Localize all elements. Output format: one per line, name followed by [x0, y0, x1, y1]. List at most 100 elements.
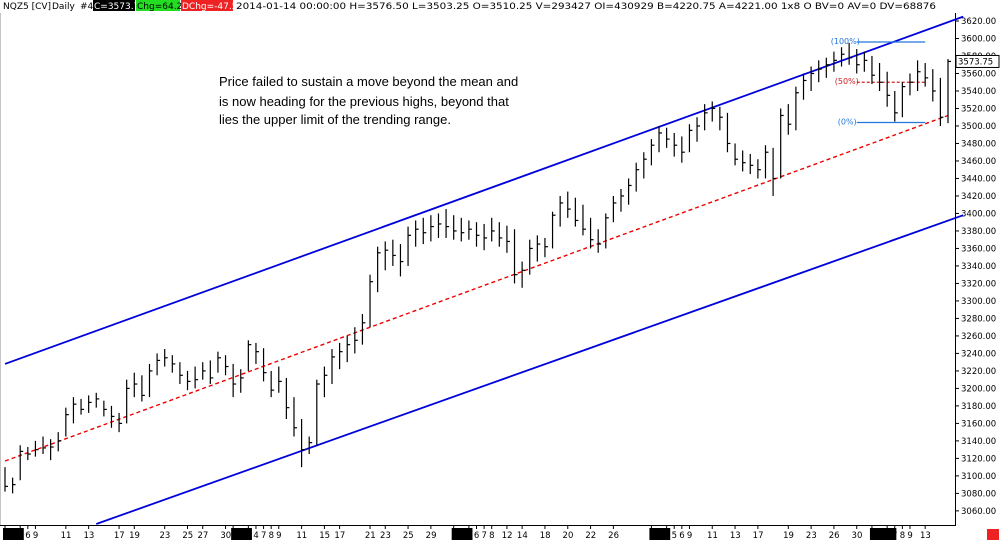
day-label: 5	[466, 531, 471, 541]
ohlc-bar	[894, 90, 898, 122]
ohlc-bar	[719, 106, 723, 131]
day-label: 25	[182, 531, 193, 541]
price-tick-label: 3360.00	[961, 244, 996, 254]
day-label: 19	[783, 531, 794, 541]
ohlc-bar	[901, 82, 906, 118]
price-tick-label: 3420.00	[961, 192, 996, 202]
month-label-bg	[869, 528, 897, 540]
price-tick-label: 3260.00	[961, 332, 996, 342]
ohlc-bar	[384, 241, 389, 271]
day-label: 4	[664, 531, 669, 541]
ohlc-bar	[704, 104, 708, 131]
ohlc-bar	[605, 213, 609, 249]
day-label: 18	[540, 531, 551, 541]
annotation-line-2: is now heading for the previous highs, b…	[219, 94, 509, 109]
month-label: Nov	[454, 531, 471, 541]
price-tick-label: 3340.00	[961, 262, 996, 272]
price-tick-label: 3100.00	[961, 472, 996, 482]
day-label: 8	[269, 531, 274, 541]
ohlc-bar	[627, 178, 632, 205]
day-label: 8	[900, 531, 905, 541]
ohlc-bar	[354, 327, 358, 354]
ohlc-bar	[475, 222, 480, 247]
ohlc-bar	[270, 370, 275, 398]
ohlc-bar	[126, 379, 130, 424]
ohlc-bar	[802, 73, 807, 100]
month-label: Sep	[5, 531, 21, 541]
ohlc-bar	[308, 436, 313, 455]
day-label: 19	[129, 531, 140, 541]
day-label: 7	[892, 531, 897, 541]
price-tick-label: 3280.00	[961, 314, 996, 324]
ohlc-bar	[863, 51, 868, 72]
day-label: 9	[33, 531, 38, 541]
price-tick-label: 3540.00	[961, 87, 996, 97]
ohlc-bar	[856, 48, 860, 74]
day-label: 30	[220, 531, 231, 541]
ohlc-bar	[620, 188, 624, 212]
header-dchange: DChg=-47.50	[182, 2, 243, 12]
day-label: 9	[276, 531, 281, 541]
header-change-box	[136, 0, 180, 11]
ohlc-bar	[12, 477, 16, 494]
ohlc-bar	[300, 419, 305, 468]
mean-line	[4, 114, 949, 462]
ohlc-bar	[316, 379, 320, 446]
ohlc-bar	[673, 132, 678, 157]
trend-channel	[4, 15, 964, 525]
ohlc-bar	[369, 274, 374, 328]
ohlc-bar	[878, 62, 883, 91]
ohlc-bar	[536, 235, 541, 262]
ohlc-bar	[840, 47, 845, 67]
last-price-tag: 3573.75	[955, 54, 1000, 68]
ohlc-bar	[346, 335, 351, 363]
ohlc-bar	[544, 237, 548, 258]
ohlc-bar	[711, 101, 716, 122]
day-label: 13	[730, 531, 741, 541]
ohlc-bar	[80, 398, 85, 415]
day-label: 9	[907, 531, 912, 541]
ohlc-bar	[323, 366, 328, 398]
ohlc-bar	[453, 215, 457, 240]
ohlc-bar	[795, 86, 799, 131]
ohlc-bar	[407, 226, 412, 266]
ohlc-bar	[780, 108, 784, 179]
ohlc-bars	[4, 42, 951, 494]
ohlc-bar	[734, 143, 739, 166]
ohlc-bar	[696, 117, 701, 142]
ohlc-bar	[818, 60, 822, 83]
price-tick-label: 3620.00	[961, 17, 996, 27]
ohlc-bar	[72, 397, 77, 424]
price-tick-label: 3300.00	[961, 297, 996, 307]
ohlc-bar	[559, 195, 564, 227]
ohlc-bar	[582, 204, 586, 236]
header-close: C=3573.75	[94, 2, 145, 12]
ohlc-bar	[772, 147, 777, 196]
day-label: 6	[474, 531, 479, 541]
day-label: 7	[482, 531, 487, 541]
month-label-bg	[649, 528, 671, 540]
corner-indicator	[987, 529, 999, 540]
day-label: 11	[296, 531, 307, 541]
ohlc-bar	[194, 366, 199, 389]
ohlc-bar	[392, 239, 396, 266]
day-label: 11	[707, 531, 718, 541]
ohlc-bar	[240, 369, 244, 393]
day-label: 22	[585, 531, 596, 541]
ohlc-bar	[19, 445, 24, 481]
price-tick-label: 3240.00	[961, 349, 996, 359]
fibonacci-levels: (100%) (50%) (0%)	[831, 37, 926, 126]
price-tick-label: 3160.00	[961, 419, 996, 429]
ohlc-bar	[460, 217, 465, 242]
day-label: 9	[687, 531, 692, 541]
ohlc-bar	[422, 217, 427, 245]
day-label: 23	[380, 531, 391, 541]
price-tick-label: 3320.00	[961, 279, 996, 289]
ohlc-bar	[34, 440, 39, 457]
ohlc-bar	[179, 362, 183, 385]
header-interval: Daily	[52, 2, 75, 12]
month-label: 2014	[872, 531, 894, 541]
header-series-id: #4	[80, 2, 94, 12]
ohlc-bar	[57, 432, 62, 452]
header-detail: 2014-01-14 00:00:00 H=3576.50 L=3503.25 …	[236, 2, 936, 12]
